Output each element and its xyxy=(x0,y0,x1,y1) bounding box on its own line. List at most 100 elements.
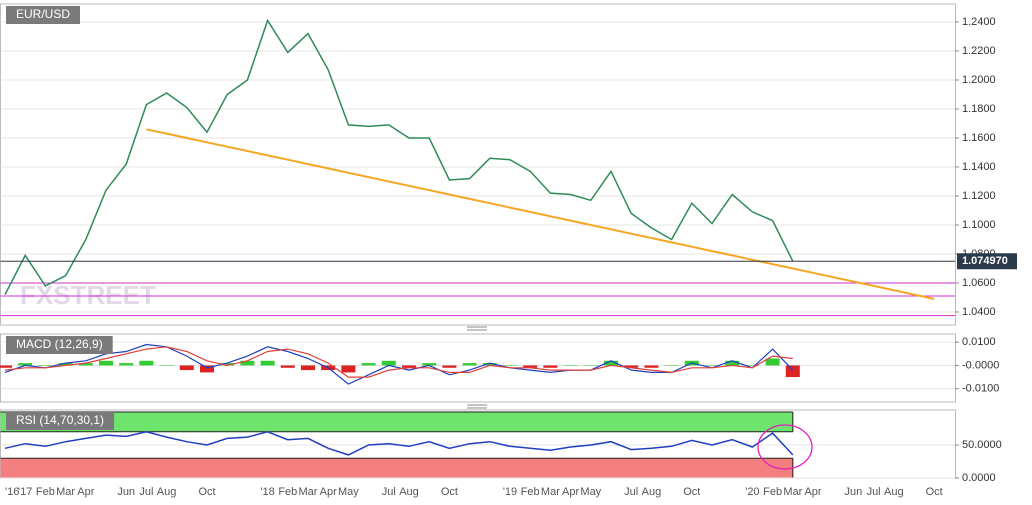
x-tick-label: Mar xyxy=(299,486,318,498)
x-tick-label: Apr xyxy=(804,486,821,498)
x-tick-label: Jul xyxy=(382,486,396,498)
y-tick-label: 1.1600 xyxy=(962,132,996,144)
histogram-bar xyxy=(159,365,174,366)
histogram-bar xyxy=(78,363,93,366)
x-tick-label: Mar xyxy=(56,486,75,498)
x-tick-label: Aug xyxy=(399,486,419,498)
x-tick-label: '17 xyxy=(18,486,32,498)
x-tick-label: Jun xyxy=(117,486,135,498)
histogram-bar xyxy=(785,365,800,378)
panel-title: EUR/USD xyxy=(16,7,70,21)
y-tick-label: 1.2000 xyxy=(962,74,996,86)
histogram-bar xyxy=(503,365,517,366)
band xyxy=(0,458,794,478)
histogram-bar xyxy=(442,365,457,368)
x-tick-label: Aug xyxy=(157,486,177,498)
histogram-bar xyxy=(563,365,578,366)
histogram-bar xyxy=(38,365,53,366)
panel-handles xyxy=(467,326,487,409)
histogram-bar xyxy=(0,365,12,368)
x-tick-label: '20 xyxy=(745,486,759,498)
x-tick-label: Oct xyxy=(926,486,943,498)
histogram-bar xyxy=(462,363,477,366)
histogram-bar xyxy=(543,365,558,368)
y-tick-label: 0.0100 xyxy=(962,336,996,348)
x-tick-label: May xyxy=(580,486,601,498)
y-tick-label: 1.0400 xyxy=(962,306,996,318)
x-tick-label: '16 xyxy=(5,486,19,498)
histogram-bar xyxy=(139,360,154,366)
x-tick-label: Mar xyxy=(541,486,560,498)
y-tick-label: 1.2400 xyxy=(962,16,996,28)
x-tick-label: '18 xyxy=(260,486,274,498)
histogram-bar xyxy=(644,365,659,368)
x-tick-label: Mar xyxy=(783,486,802,498)
x-tick-label: Apr xyxy=(77,486,94,498)
histogram-bar xyxy=(18,363,33,366)
x-tick-label: Feb xyxy=(521,486,540,498)
panel-frame xyxy=(0,333,956,403)
x-tick-label: Oct xyxy=(441,486,458,498)
x-tick-label: Oct xyxy=(683,486,700,498)
x-tick-label: Feb xyxy=(36,486,55,498)
data-line xyxy=(4,346,793,378)
histogram-bar xyxy=(725,360,740,366)
histogram-bar xyxy=(381,360,396,366)
x-tick-label: Apr xyxy=(320,486,337,498)
watermark: FXSTREET xyxy=(20,280,156,310)
data-line xyxy=(4,431,794,456)
histogram-bar xyxy=(523,365,538,368)
y-tick-label: 0.0000 xyxy=(962,472,996,484)
panel-title: MACD (12,26,9) xyxy=(16,337,103,351)
data-line xyxy=(4,18,794,295)
histogram-bar xyxy=(280,365,295,368)
y-tick-label: 1.0600 xyxy=(962,277,996,289)
y-tick-label: -0.0000 xyxy=(962,359,999,371)
histogram-bar xyxy=(664,365,679,366)
panel-title-box xyxy=(6,336,113,354)
histogram-bar xyxy=(745,365,760,366)
histogram-bar xyxy=(301,365,315,371)
x-tick-label: Oct xyxy=(198,486,215,498)
data-line xyxy=(146,128,935,300)
y-tick-label: 1.1400 xyxy=(962,161,996,173)
highlight-ellipse xyxy=(757,424,813,470)
x-tick-label: Jun xyxy=(845,486,863,498)
histogram-bar xyxy=(260,360,275,366)
histogram-bar xyxy=(624,365,639,368)
panel-title: RSI (14,70,30,1) xyxy=(16,413,104,427)
x-tick-label: Apr xyxy=(562,486,579,498)
x-tick-label: Feb xyxy=(763,486,782,498)
x-tick-label: Aug xyxy=(884,486,904,498)
data-line xyxy=(4,343,794,385)
histogram-bar xyxy=(604,360,618,366)
panel-frame xyxy=(0,3,956,326)
y-tick-label: -0.0100 xyxy=(962,383,999,395)
x-tick-label: Jul xyxy=(139,486,153,498)
histogram-bar xyxy=(422,363,437,366)
y-tick-label: 1.1800 xyxy=(962,103,996,115)
x-tick-label: '19 xyxy=(503,486,517,498)
band xyxy=(0,411,794,432)
x-tick-label: May xyxy=(338,486,359,498)
y-tick-label: 1.1200 xyxy=(962,190,996,202)
last-value-label: 1.074970 xyxy=(962,255,1008,267)
y-tick-label: 1.2200 xyxy=(962,45,996,57)
panel-title-box xyxy=(6,6,81,24)
histogram-bar xyxy=(402,365,416,368)
histogram-bar xyxy=(341,365,356,373)
y-tick-label: 1.1000 xyxy=(962,219,996,231)
y-tick-label: 50.0000 xyxy=(962,439,1002,451)
histogram-bar xyxy=(482,363,497,366)
x-tick-label: Aug xyxy=(642,486,662,498)
x-tick-label: Jul xyxy=(624,486,638,498)
histogram-bar xyxy=(583,365,598,366)
histogram-bar xyxy=(58,363,73,366)
x-tick-label: Jul xyxy=(867,486,881,498)
last-value-box xyxy=(957,253,1017,270)
histogram-bar xyxy=(240,360,255,366)
histogram-bar xyxy=(705,365,719,366)
histogram-bar xyxy=(361,363,376,366)
histogram-bar xyxy=(119,363,134,366)
